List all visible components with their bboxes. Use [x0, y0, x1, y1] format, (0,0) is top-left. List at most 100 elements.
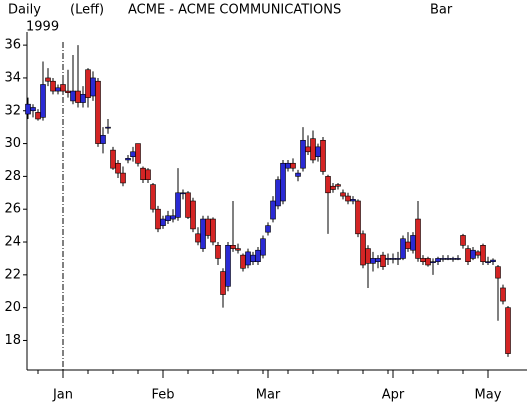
candle-body: [455, 258, 461, 260]
candle-body: [140, 167, 146, 180]
candle-body: [245, 251, 251, 266]
candle-body: [355, 200, 361, 235]
candle-body: [480, 245, 486, 263]
candle-body: [75, 90, 81, 103]
candle-body: [150, 184, 156, 210]
candle-body: [385, 258, 391, 260]
y-tick-label: 28: [4, 169, 21, 184]
candle-body: [195, 233, 201, 243]
candle-body: [200, 218, 206, 249]
candle-body: [255, 249, 261, 263]
y-tick-label: 22: [4, 267, 21, 282]
candle-body: [120, 172, 126, 184]
candle-body: [420, 258, 426, 263]
candle-body: [405, 241, 411, 249]
candle-body: [310, 138, 316, 161]
candle-body: [275, 179, 281, 207]
candle-body: [60, 84, 66, 92]
candle-body: [235, 248, 241, 251]
candle-body: [365, 248, 371, 264]
candle-body: [215, 245, 221, 259]
year: 1999: [26, 20, 59, 35]
y-tick-label: 24: [4, 235, 21, 250]
y-tick-label: 34: [4, 70, 21, 85]
candle-body: [460, 235, 466, 246]
candle-body: [90, 77, 96, 97]
candle-body: [165, 215, 171, 221]
candle-body: [210, 218, 216, 243]
candle-body: [340, 192, 346, 197]
candle-body: [55, 87, 61, 92]
x-tick-label: Jan: [52, 388, 73, 403]
candle-body: [95, 80, 101, 144]
candle-body: [145, 169, 151, 180]
candle-body: [220, 271, 226, 295]
candle-body: [400, 238, 406, 259]
candle-body: [320, 139, 326, 172]
candle-body: [380, 254, 386, 267]
x-tick-label: Apr: [382, 388, 405, 403]
candle-body: [65, 90, 71, 94]
candle-body: [270, 200, 276, 220]
x-tick-label: Feb: [151, 388, 174, 403]
period: Daily: [8, 3, 41, 18]
candle-body: [125, 158, 131, 161]
candle-body: [350, 199, 356, 202]
symbol: ACME - ACME COMMUNICATIONS: [128, 3, 341, 18]
y-tick-label: 18: [4, 333, 21, 348]
candle-body: [100, 135, 106, 144]
candle-body: [335, 184, 341, 187]
candle-body: [45, 77, 51, 82]
candle-body: [35, 112, 41, 120]
candle-body: [170, 215, 176, 220]
y-tick-label: 30: [4, 136, 21, 151]
candle-body: [85, 69, 91, 98]
candle-body: [495, 266, 501, 279]
candle-body: [430, 261, 436, 264]
candle-body: [205, 218, 211, 236]
candle-body: [435, 258, 441, 263]
candle-body: [155, 208, 161, 230]
candle-body: [260, 238, 266, 256]
candle-body: [115, 162, 121, 174]
x-tick-label: Mar: [256, 388, 281, 403]
candle-body: [225, 245, 231, 287]
candle-body: [300, 139, 306, 169]
candle-body: [230, 245, 236, 249]
candle-body: [265, 225, 271, 233]
x-tick-label: May: [475, 388, 502, 403]
candle-body: [360, 233, 366, 266]
candle-body: [315, 146, 321, 157]
candle-body: [25, 103, 31, 115]
candle-body: [425, 258, 431, 266]
candle-body: [130, 151, 136, 157]
candle-body: [325, 176, 331, 194]
candle-body: [330, 185, 336, 190]
candle-body: [370, 258, 376, 264]
candle-body: [80, 94, 86, 103]
candle-body: [180, 192, 186, 195]
candle-body: [470, 249, 476, 259]
candle-body: [135, 143, 141, 164]
candle-body: [40, 84, 46, 118]
candle-body: [190, 200, 196, 230]
candle-body: [375, 258, 381, 263]
y-tick-label: 26: [4, 202, 21, 217]
candle-body: [280, 162, 286, 202]
y-tick-label: 20: [4, 300, 21, 315]
scale: (Leff): [70, 3, 104, 18]
candle-body: [440, 258, 446, 260]
y-tick-label: 32: [4, 103, 21, 118]
candle-body: [105, 126, 111, 129]
candle-body: [465, 248, 471, 263]
candle-body: [30, 107, 36, 112]
candle-body: [70, 90, 76, 102]
candle-body: [110, 149, 116, 169]
candle-body: [475, 251, 481, 256]
candle-body: [345, 195, 351, 202]
candle-body: [50, 80, 56, 92]
candle-body: [240, 254, 246, 269]
candle-body: [290, 162, 296, 169]
candle-body: [415, 218, 421, 259]
